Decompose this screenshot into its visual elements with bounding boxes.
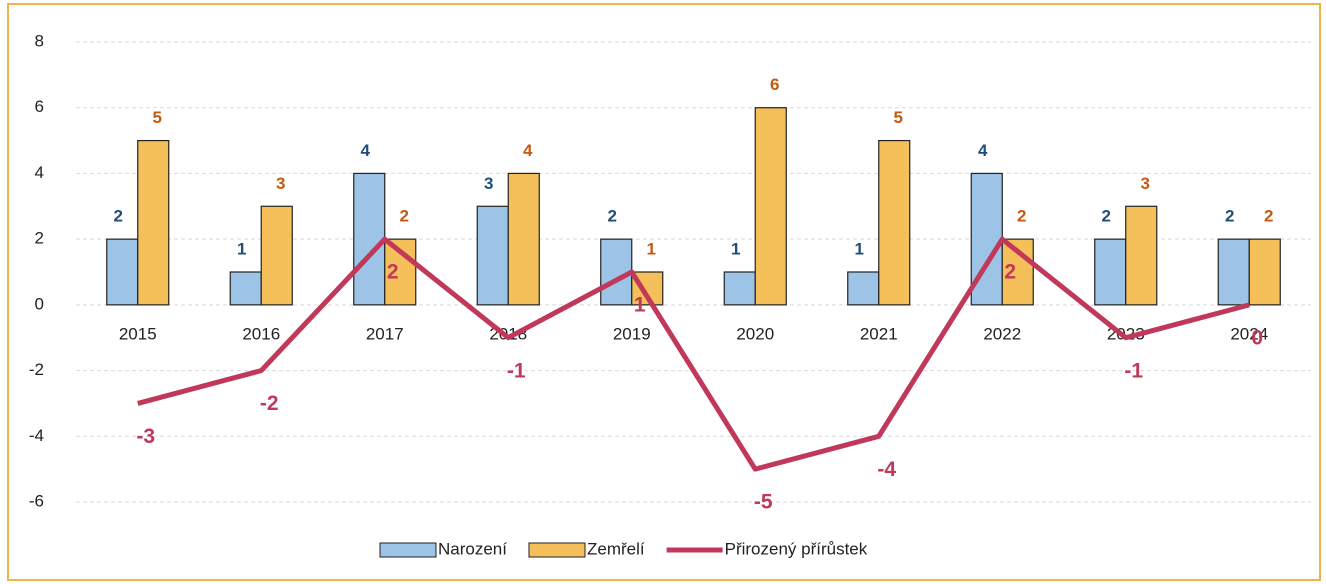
x-tick-label: 2024: [1230, 324, 1268, 343]
bar: [229, 271, 262, 306]
value-label: 3: [1141, 174, 1150, 193]
frame: [7, 3, 1321, 581]
bar: [1094, 238, 1127, 306]
value-label: 4: [361, 141, 371, 160]
y-tick-label: -4: [29, 426, 44, 445]
x-tick-label: 2020: [736, 324, 774, 343]
line-value-label: 0: [1251, 326, 1263, 349]
bar: [260, 205, 293, 306]
x-tick-label: 2016: [242, 324, 280, 343]
bar: [878, 139, 911, 306]
x-tick-label: 2015: [119, 324, 157, 343]
line-value-label: -1: [1124, 359, 1143, 382]
legend-label: Přirozený přírůstek: [725, 539, 868, 558]
value-label: 2: [1225, 207, 1234, 226]
value-label: 1: [855, 239, 864, 258]
bar: [137, 139, 170, 306]
value-label: 6: [770, 75, 779, 94]
value-label: 5: [894, 108, 903, 127]
bar: [1248, 238, 1281, 306]
line-value-label: -2: [260, 392, 279, 415]
bar: [1125, 205, 1158, 306]
legend-label: Narození: [438, 539, 507, 558]
x-tick-label: 2021: [860, 324, 898, 343]
value-label: 2: [1017, 207, 1026, 226]
line-value-label: -5: [754, 491, 773, 514]
bar: [1217, 238, 1250, 306]
bar: [723, 271, 756, 306]
y-tick-label: 4: [35, 163, 44, 182]
bar: [754, 107, 787, 306]
y-tick-label: -6: [29, 491, 44, 510]
y-tick-label: -2: [29, 360, 44, 379]
line-value-label: 2: [1004, 261, 1016, 284]
line-value-label: -3: [136, 425, 155, 448]
y-tick-label: 6: [35, 97, 44, 116]
line-value-label: -1: [507, 359, 526, 382]
line-value-label: 2: [387, 261, 399, 284]
bar: [476, 205, 509, 306]
legend-label: Zemřelí: [587, 539, 645, 558]
bar: [106, 238, 139, 306]
line-value-label: -4: [877, 458, 896, 481]
line-value-label: 1: [634, 294, 646, 317]
value-label: 1: [647, 239, 656, 258]
value-label: 4: [523, 141, 533, 160]
value-label: 1: [237, 239, 246, 258]
value-label: 2: [608, 207, 617, 226]
value-label: 3: [484, 174, 493, 193]
legend-swatch: [379, 542, 437, 558]
legend-swatch: [528, 542, 586, 558]
value-label: 2: [114, 207, 123, 226]
value-label: 1: [731, 239, 740, 258]
x-tick-label: 2019: [613, 324, 651, 343]
value-label: 2: [1264, 207, 1273, 226]
value-label: 3: [276, 174, 285, 193]
value-label: 2: [1102, 207, 1111, 226]
x-tick-label: 2022: [983, 324, 1021, 343]
value-label: 4: [978, 141, 988, 160]
bar: [353, 172, 386, 306]
value-label: 2: [400, 207, 409, 226]
y-tick-label: 2: [35, 229, 44, 248]
line: [137, 236, 1250, 472]
y-tick-label: 0: [35, 294, 44, 313]
bar: [507, 172, 540, 306]
value-label: 5: [153, 108, 162, 127]
y-tick-label: 8: [35, 31, 44, 50]
bar: [847, 271, 880, 306]
x-tick-label: 2017: [366, 324, 404, 343]
